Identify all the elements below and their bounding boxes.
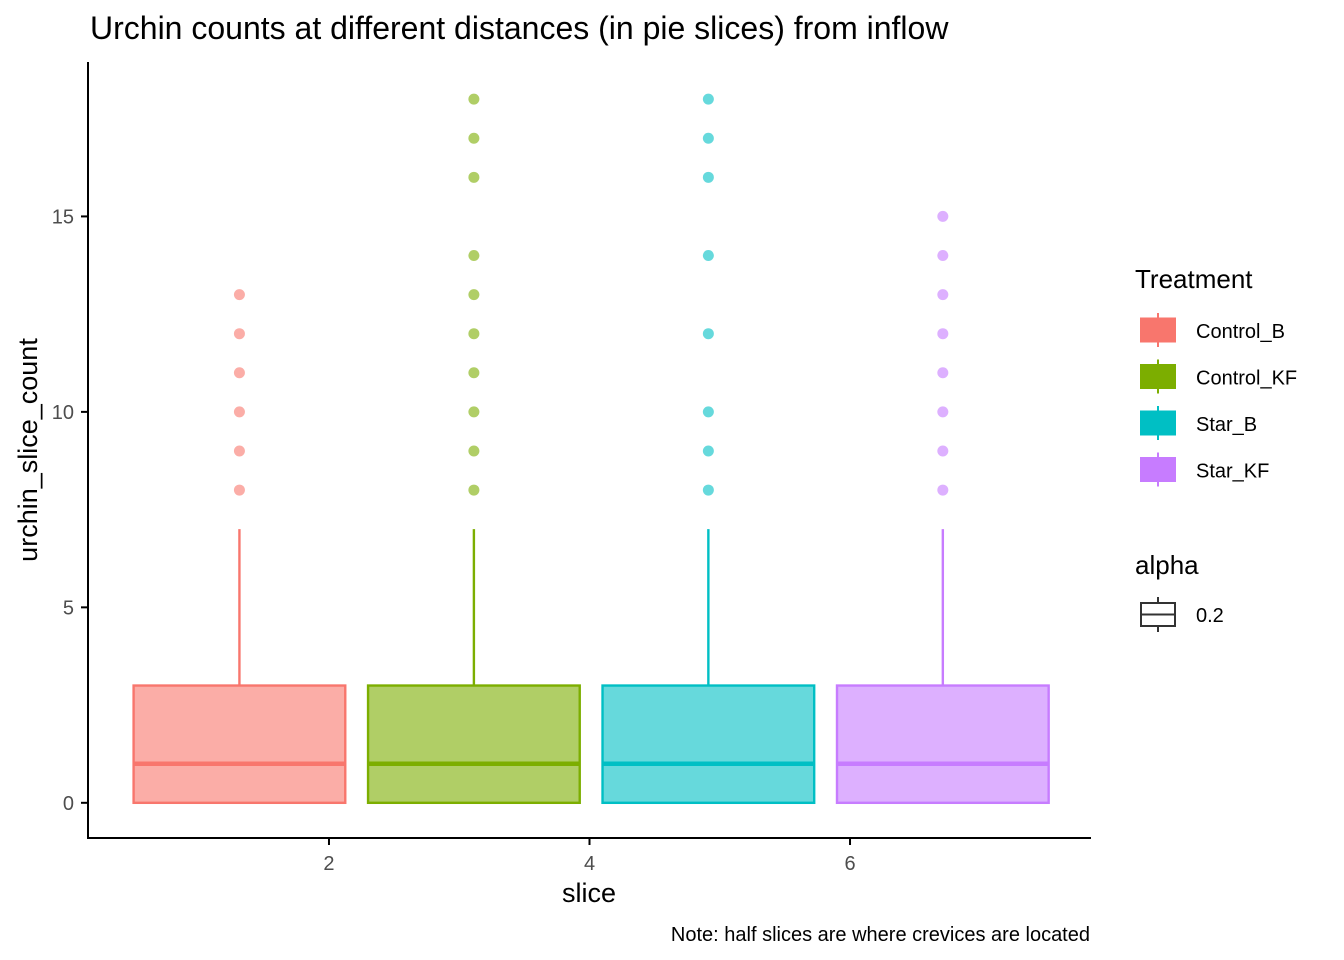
legend-treatment-title: Treatment [1135, 264, 1253, 294]
legend-alpha-title: alpha [1135, 550, 1199, 580]
outlier-point [702, 171, 714, 183]
outlier-point [233, 289, 245, 301]
legend-item-Star_KF: Star_KF [1140, 452, 1269, 487]
chart-caption: Note: half slices are where crevices are… [671, 924, 1090, 946]
outlier-point [233, 367, 245, 379]
x-axis: 2 4 6 slice [88, 837, 1091, 908]
legend-key-swatch [1140, 410, 1176, 436]
outlier-point [702, 406, 714, 418]
outlier-point [468, 445, 480, 457]
x-tick-label: 6 [844, 853, 855, 875]
y-axis-label: urchin_slice_count [13, 338, 43, 562]
boxplot-Star_B [601, 93, 816, 805]
outlier-point [468, 289, 480, 301]
outlier-point [937, 328, 949, 340]
chart-title: Urchin counts at different distances (in… [90, 10, 949, 46]
legend-item-label: Control_KF [1196, 368, 1297, 390]
outlier-point [468, 367, 480, 379]
outlier-point [468, 171, 480, 183]
legend-key-swatch [1140, 364, 1176, 389]
outlier-point [702, 250, 714, 262]
outlier-point [937, 367, 949, 379]
outlier-point [468, 328, 480, 340]
outlier-point [233, 445, 245, 457]
outlier-point [702, 328, 714, 340]
outlier-point [937, 289, 949, 301]
legend-treatment: Treatment Control_B Control_KF Star_B Star_… [1135, 264, 1297, 487]
outlier-point [468, 250, 480, 262]
legend-alpha-label: 0.2 [1196, 605, 1224, 627]
y-tick-label: 15 [52, 206, 74, 228]
legend-item-label: Control_B [1196, 321, 1285, 343]
outlier-point [468, 132, 480, 144]
outlier-point [468, 406, 480, 418]
box [601, 684, 816, 805]
boxplot-Star_KF [835, 210, 1050, 805]
outlier-point [702, 93, 714, 105]
outlier-point [937, 445, 949, 457]
box [366, 684, 581, 805]
legend-item-label: Star_KF [1196, 461, 1269, 483]
legend-treatment-items: Control_B Control_KF Star_B Star_KF [1140, 313, 1297, 487]
outlier-point [233, 406, 245, 418]
y-axis: 0 5 10 15 urchin_slice_count [13, 62, 89, 839]
box [132, 684, 347, 805]
outlier-point [937, 250, 949, 262]
outlier-point [937, 210, 949, 222]
box [835, 684, 1050, 805]
legend-key-swatch [1140, 317, 1176, 343]
boxplot-Control_B [132, 289, 347, 805]
outlier-point [468, 484, 480, 496]
legend-item-Control_KF: Control_KF [1140, 359, 1297, 394]
y-tick-label: 0 [63, 793, 74, 815]
legend-item-Star_B: Star_B [1140, 406, 1257, 440]
legend-item-label: Star_B [1196, 414, 1257, 436]
outlier-point [702, 132, 714, 144]
x-tick-label: 4 [584, 853, 595, 875]
x-tick-label: 2 [323, 853, 334, 875]
x-axis-ticks: 2 4 6 [323, 838, 856, 875]
outlier-point [937, 484, 949, 496]
outlier-point [937, 406, 949, 418]
plot-panel [132, 93, 1050, 805]
outlier-point [468, 93, 480, 105]
outlier-point [702, 484, 714, 496]
outlier-point [702, 445, 714, 457]
y-tick-label: 10 [52, 402, 74, 424]
outlier-point [233, 484, 245, 496]
boxplot-Control_KF [366, 93, 581, 805]
legend-item-Control_B: Control_B [1140, 313, 1285, 347]
outlier-point [233, 328, 245, 340]
y-axis-ticks: 0 5 10 15 [52, 206, 88, 815]
y-tick-label: 5 [63, 597, 74, 619]
legend-alpha: alpha 0.2 [1135, 550, 1224, 632]
x-axis-label: slice [562, 878, 616, 908]
legend-key-swatch [1140, 457, 1176, 482]
